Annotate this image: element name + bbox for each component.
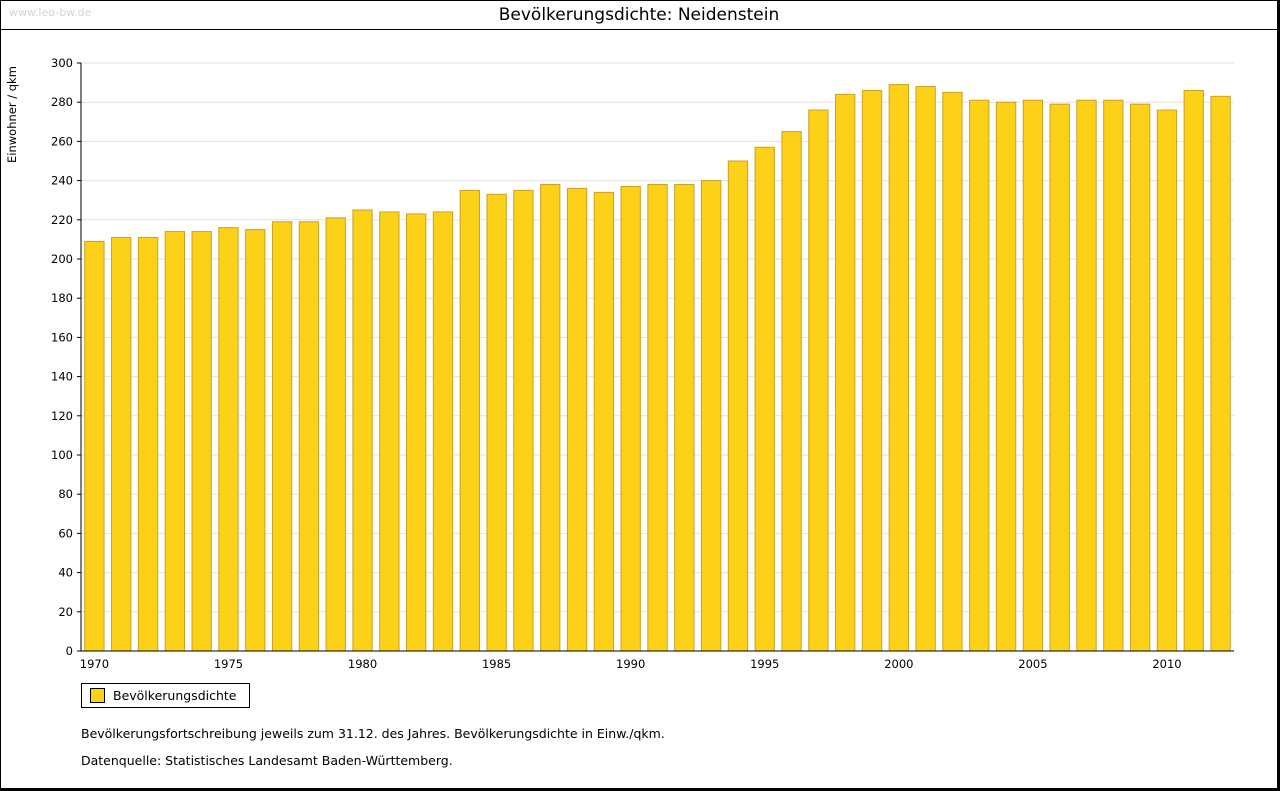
title-bar: www.leo-bw.de Bevölkerungsdichte: Neiden… (1, 1, 1277, 30)
svg-text:120: 120 (51, 409, 73, 423)
watermark: www.leo-bw.de (9, 6, 92, 19)
legend: Bevölkerungsdichte (81, 683, 250, 708)
svg-text:160: 160 (51, 330, 73, 344)
page-title: Bevölkerungsdichte: Neidenstein (498, 5, 780, 25)
svg-text:Einwohner / qkm: Einwohner / qkm (5, 66, 19, 163)
svg-text:140: 140 (51, 370, 73, 384)
legend-label: Bevölkerungsdichte (113, 688, 237, 703)
svg-text:20: 20 (58, 605, 73, 619)
svg-text:180: 180 (51, 291, 73, 305)
svg-text:1990: 1990 (616, 657, 645, 669)
footnotes: Bevölkerungsfortschreibung jeweils zum 3… (81, 726, 1277, 768)
svg-text:2005: 2005 (1018, 657, 1047, 669)
svg-text:80: 80 (58, 487, 73, 501)
svg-text:200: 200 (51, 252, 73, 266)
svg-text:2010: 2010 (1152, 657, 1181, 669)
svg-text:260: 260 (51, 134, 73, 148)
svg-text:220: 220 (51, 213, 73, 227)
svg-text:60: 60 (58, 526, 73, 540)
svg-text:1975: 1975 (214, 657, 243, 669)
svg-text:1980: 1980 (348, 657, 377, 669)
svg-text:240: 240 (51, 174, 73, 188)
svg-text:2000: 2000 (884, 657, 913, 669)
svg-text:300: 300 (51, 56, 73, 70)
svg-text:1970: 1970 (80, 657, 109, 669)
svg-text:1985: 1985 (482, 657, 511, 669)
chart-plot: 0 20 40 60 80 100 120 140 160 180 200 220 240 260 280 3… (5, 56, 1234, 669)
footnote-method: Bevölkerungsfortschreibung jeweils zum 3… (81, 726, 665, 741)
footnote-source: Datenquelle: Statistisches Landesamt Bad… (81, 753, 453, 768)
svg-text:1995: 1995 (750, 657, 779, 669)
legend-swatch-icon (90, 688, 105, 703)
svg-text:280: 280 (51, 95, 73, 109)
svg-text:40: 40 (58, 566, 73, 580)
bar-chart: 0 20 40 60 80 100 120 140 160 180 200 220 240 260 280 3… (1, 30, 1277, 669)
svg-text:100: 100 (51, 448, 73, 462)
svg-text:0: 0 (66, 644, 73, 658)
